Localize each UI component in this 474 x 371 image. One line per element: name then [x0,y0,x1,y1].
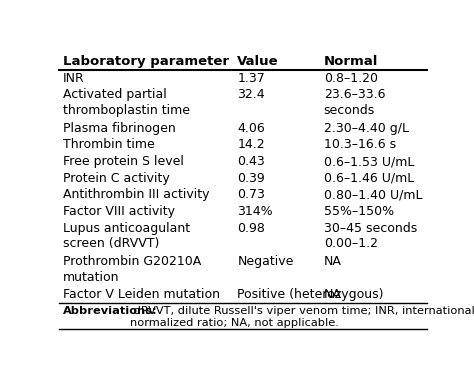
Text: 0.43: 0.43 [237,155,265,168]
Text: Plasma fibrinogen: Plasma fibrinogen [63,122,176,135]
Text: Thrombin time: Thrombin time [63,138,155,151]
Text: 0.98: 0.98 [237,222,265,235]
Text: 0.80–1.40 U/mL: 0.80–1.40 U/mL [324,188,422,201]
Text: Value: Value [237,55,279,68]
Text: dRVVT, dilute Russell's viper venom time; INR, international
normalized ratio; N: dRVVT, dilute Russell's viper venom time… [130,306,474,328]
Text: 14.2: 14.2 [237,138,265,151]
Text: NA: NA [324,288,342,301]
Text: Normal: Normal [324,55,378,68]
Text: Free protein S level: Free protein S level [63,155,184,168]
Text: Factor VIII activity: Factor VIII activity [63,205,175,218]
Text: 32.4: 32.4 [237,88,265,101]
Text: 23.6–33.6
seconds: 23.6–33.6 seconds [324,88,385,117]
Text: Activated partial
thromboplastin time: Activated partial thromboplastin time [63,88,190,117]
Text: 10.3–16.6 s: 10.3–16.6 s [324,138,396,151]
Text: Positive (heterozygous): Positive (heterozygous) [237,288,384,301]
Text: INR: INR [63,72,85,85]
Text: Abbreviations:: Abbreviations: [63,306,157,316]
Text: 0.8–1.20: 0.8–1.20 [324,72,378,85]
Text: Antithrombin III activity: Antithrombin III activity [63,188,210,201]
Text: Negative: Negative [237,255,294,268]
Text: 1.37: 1.37 [237,72,265,85]
Text: Lupus anticoagulant
screen (dRVVT): Lupus anticoagulant screen (dRVVT) [63,222,190,250]
Text: 0.6–1.53 U/mL: 0.6–1.53 U/mL [324,155,414,168]
Text: Laboratory parameter: Laboratory parameter [63,55,229,68]
Text: 55%–150%: 55%–150% [324,205,394,218]
Text: NA: NA [324,255,342,268]
Text: 0.39: 0.39 [237,172,265,185]
Text: Prothrombin G20210A
mutation: Prothrombin G20210A mutation [63,255,201,283]
Text: 0.6–1.46 U/mL: 0.6–1.46 U/mL [324,172,414,185]
Text: 0.73: 0.73 [237,188,265,201]
Text: 30–45 seconds
0.00–1.2: 30–45 seconds 0.00–1.2 [324,222,417,250]
Text: Protein C activity: Protein C activity [63,172,170,185]
Text: Factor V Leiden mutation: Factor V Leiden mutation [63,288,220,301]
Text: 2.30–4.40 g/L: 2.30–4.40 g/L [324,122,409,135]
Text: 4.06: 4.06 [237,122,265,135]
Text: 314%: 314% [237,205,273,218]
